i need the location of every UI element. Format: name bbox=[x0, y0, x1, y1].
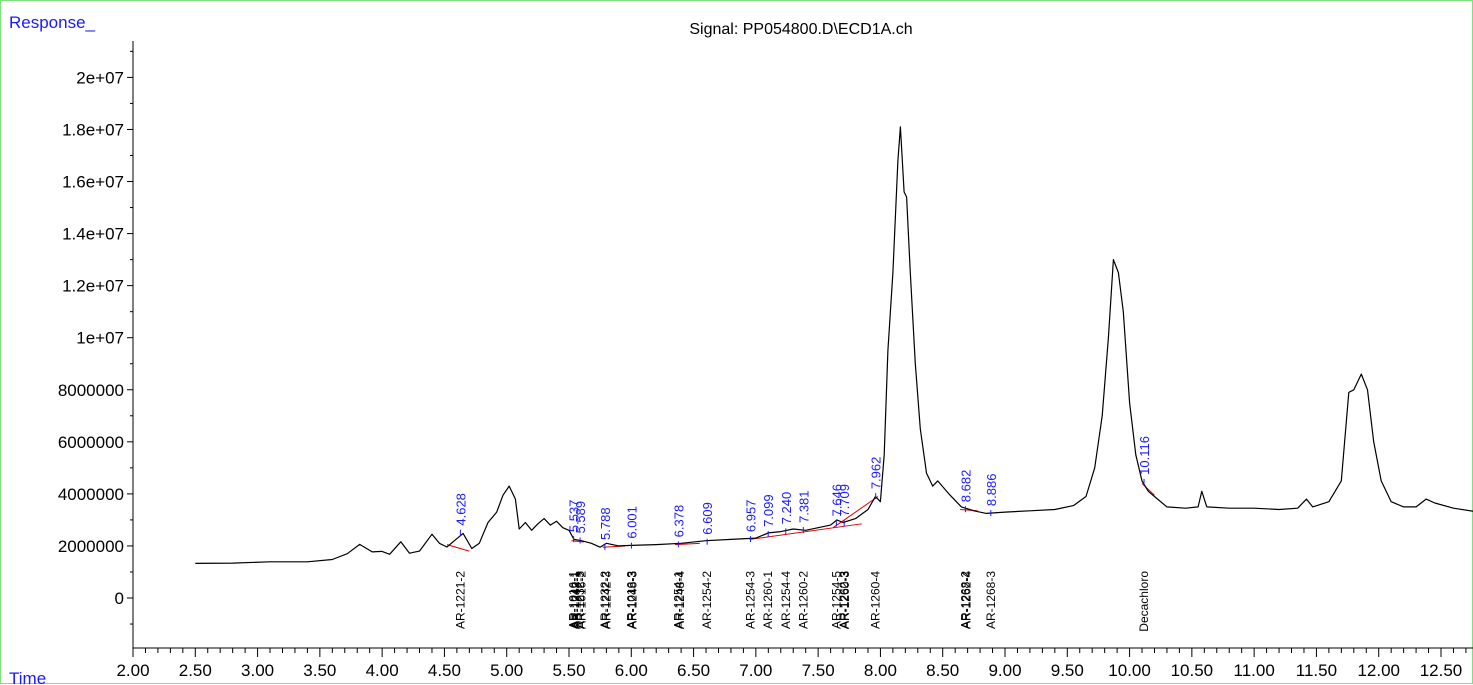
peak-label: 4.628 bbox=[453, 493, 468, 526]
compound-label: AR-1248-4 bbox=[673, 571, 687, 629]
y-tick-label: 2000000 bbox=[58, 537, 124, 556]
y-tick-label: 1.4e+07 bbox=[62, 225, 124, 244]
x-tick-label: 6.50 bbox=[677, 661, 710, 680]
x-tick-label: 2.50 bbox=[179, 661, 212, 680]
peak-label: 10.116 bbox=[1137, 436, 1152, 475]
peak-label: 8.682 bbox=[958, 470, 973, 503]
compound-label: AR-1242-3 bbox=[599, 571, 613, 629]
compound-label: Decachloro bbox=[1137, 571, 1151, 632]
compound-label: AR-1254-1 bbox=[671, 571, 685, 629]
x-tick-label: 11.50 bbox=[1296, 661, 1337, 680]
x-tick-label: 8.00 bbox=[864, 661, 897, 680]
peak-label: 6.957 bbox=[744, 500, 759, 533]
x-tick-label: 12.00 bbox=[1357, 661, 1400, 680]
signal-trace bbox=[195, 126, 1473, 564]
y-tick-label: 1.6e+07 bbox=[62, 173, 124, 192]
x-tick-label: 5.00 bbox=[490, 661, 523, 680]
compound-label: AR-1260-1 bbox=[761, 571, 775, 629]
y-tick-label: 4000000 bbox=[58, 485, 124, 504]
compound-label: AR-1016-3 bbox=[624, 571, 638, 629]
x-tick-label: 10.50 bbox=[1171, 661, 1214, 680]
compound-label: AR-1232-2 bbox=[598, 571, 612, 629]
baseline-segment bbox=[832, 496, 879, 529]
y-tick-label: 1.8e+07 bbox=[62, 120, 124, 139]
x-tick-label: 2.00 bbox=[116, 661, 149, 680]
compound-label: AR-1016-2 bbox=[574, 571, 588, 629]
compound-label: AR-1268-2 bbox=[958, 571, 972, 629]
compound-label: AR-1262-4 bbox=[959, 571, 973, 629]
peak-label: 7.240 bbox=[779, 492, 794, 525]
y-tick-label: 1e+07 bbox=[76, 329, 124, 348]
y-tick-label: 6000000 bbox=[58, 433, 124, 452]
x-tick-label: 3.50 bbox=[303, 661, 336, 680]
axes bbox=[132, 41, 1473, 649]
x-tick-label: 7.00 bbox=[739, 661, 772, 680]
compound-label: AR-1232-3 bbox=[573, 571, 587, 629]
y-axis-ticks: 0 2000000 4000000 6000000 8000000 1e+07 1.2e+0… bbox=[58, 50, 133, 625]
y-tick-label: 8000000 bbox=[58, 381, 124, 400]
y-tick-label: 0 bbox=[115, 589, 124, 608]
x-axis-ticks: 2.00 2.50 3.00 3.50 4.00 4.50 5.00 5.50 6.00 6.50… bbox=[116, 648, 1467, 680]
x-tick-label: 11.00 bbox=[1234, 661, 1275, 680]
y-axis-label: Response_ bbox=[9, 13, 96, 32]
peak-label: 7.381 bbox=[796, 490, 811, 523]
compound-label: AR-1260-2 bbox=[796, 571, 810, 629]
compound-label: AR-1254-4 bbox=[779, 571, 793, 629]
x-axis-label: Time bbox=[9, 669, 46, 685]
signal-line bbox=[195, 126, 1473, 564]
peak-label: 5.788 bbox=[598, 507, 613, 540]
compound-label: AR-1254-2 bbox=[700, 571, 714, 629]
x-tick-label: 7.50 bbox=[802, 661, 835, 680]
compound-label: AR-1248-3 bbox=[626, 571, 640, 629]
peak-label: 6.378 bbox=[671, 505, 686, 538]
x-tick-label: 8.50 bbox=[926, 661, 959, 680]
compound-label: AR-1260-4 bbox=[869, 571, 883, 629]
baseline-segment bbox=[1141, 483, 1155, 496]
peak-label: 8.886 bbox=[984, 474, 999, 507]
x-tick-label: 5.50 bbox=[552, 661, 585, 680]
compound-label: AR-1262-3 bbox=[837, 571, 851, 629]
peak-label: 6.609 bbox=[700, 502, 715, 535]
peak-label: 5.589 bbox=[573, 501, 588, 534]
peak-label: 7.646 bbox=[829, 484, 844, 517]
x-tick-label: 10.00 bbox=[1108, 661, 1151, 680]
y-tick-label: 1.2e+07 bbox=[62, 277, 124, 296]
x-tick-label: 12.50 bbox=[1420, 661, 1463, 680]
x-tick-label: 3.00 bbox=[241, 661, 274, 680]
compound-label: AR-1254-3 bbox=[744, 571, 758, 629]
peak-label: 7.709 bbox=[837, 484, 852, 517]
peak-label: 7.962 bbox=[869, 457, 884, 490]
baseline-segment bbox=[446, 544, 470, 552]
peak-label: 6.001 bbox=[624, 506, 639, 539]
compound-label: AR-1268-3 bbox=[984, 571, 998, 629]
x-tick-label: 6.00 bbox=[615, 661, 648, 680]
compound-label: AR-1260-3 bbox=[838, 571, 852, 629]
compound-label: AR-1016-1 bbox=[567, 571, 581, 629]
compound-label: AR-1248-1 bbox=[569, 571, 583, 629]
x-tick-label: 9.00 bbox=[988, 661, 1021, 680]
compound-labels: AR-1221-2 AR-1016-1AR-1242-1AR-1248-1AR-1… bbox=[453, 571, 1151, 632]
compound-label: AR-1254-5 bbox=[829, 571, 843, 629]
x-tick-label: 4.50 bbox=[428, 661, 461, 680]
compound-label: AR-1242-1 bbox=[568, 571, 582, 629]
chart-title: Signal: PP054800.D\ECD1A.ch bbox=[689, 21, 912, 38]
compound-label: AR-1221-2 bbox=[453, 571, 467, 629]
y-tick-label: 2e+07 bbox=[76, 68, 124, 87]
peak-label: 7.099 bbox=[761, 494, 776, 527]
peak-label: 5.537 bbox=[567, 500, 582, 533]
x-tick-label: 4.00 bbox=[366, 661, 399, 680]
x-tick-label: 9.50 bbox=[1051, 661, 1084, 680]
baseline-segment bbox=[674, 542, 700, 546]
